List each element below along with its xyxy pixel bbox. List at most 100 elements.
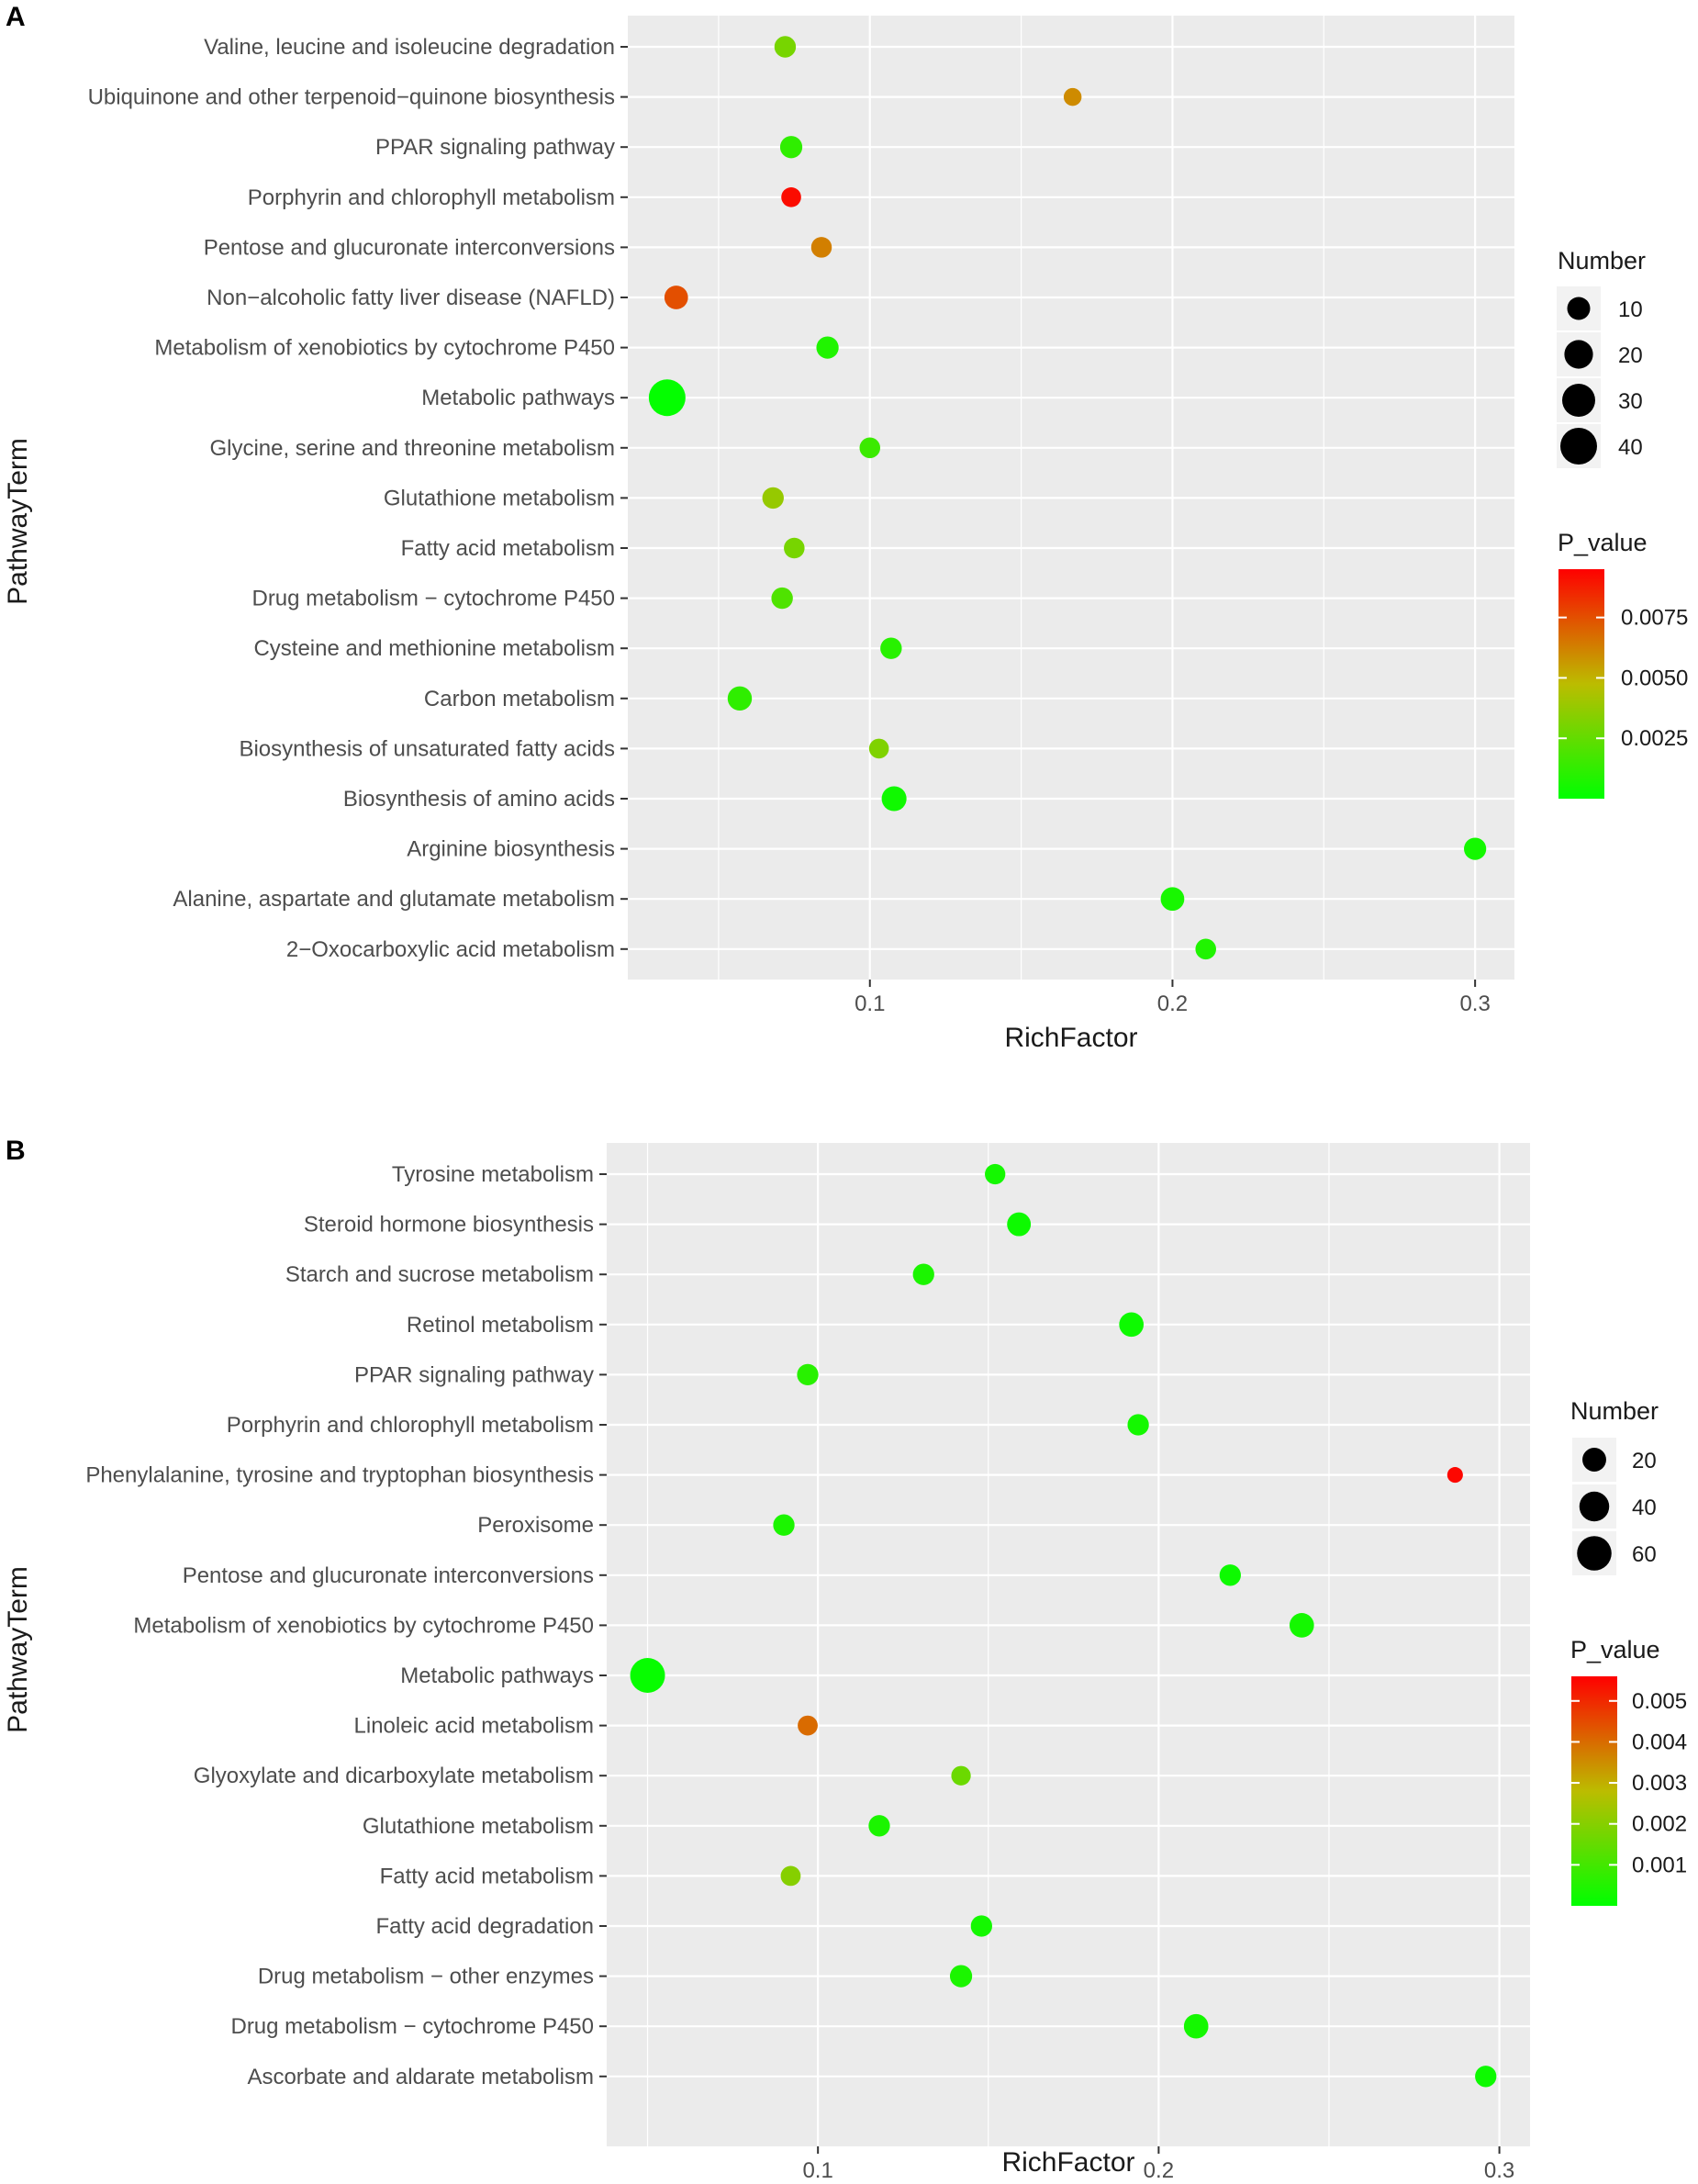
y-tick-label: Tyrosine metabolism — [392, 1162, 594, 1187]
data-point — [798, 1715, 818, 1736]
y-tick-label: Drug metabolism − cytochrome P450 — [230, 2014, 594, 2039]
x-tick-label: 0.2 — [1144, 2158, 1174, 2179]
data-point — [949, 1965, 973, 1988]
x-tick-label: 0.1 — [855, 991, 885, 1016]
x-tick-label: 0.3 — [1459, 991, 1490, 1016]
points-b — [630, 1163, 1497, 2088]
x-tick-label: 0.1 — [802, 2158, 832, 2179]
data-point — [779, 136, 803, 159]
data-point — [881, 786, 907, 812]
color-bar-b — [1571, 1676, 1617, 1906]
size-legend-label: 40 — [1618, 435, 1643, 460]
data-point — [1007, 1212, 1032, 1237]
y-tick-label: Arginine biosynthesis — [407, 837, 615, 862]
x-axis-title-a: RichFactor — [1004, 1023, 1137, 1053]
y-tick-label: Drug metabolism − other enzymes — [258, 1965, 594, 1989]
color-legend-b: P_value 0.001 0.002 0.003 0.004 0.005 — [1570, 1636, 1687, 1906]
color-legend-label: 0.005 — [1632, 1689, 1687, 1714]
data-point — [868, 738, 889, 759]
color-legend-label: 0.004 — [1632, 1730, 1687, 1754]
data-point — [1475, 2066, 1497, 2088]
y-tick-label: Metabolism of xenobiotics by cytochrome … — [133, 1613, 594, 1638]
data-point — [1160, 887, 1185, 912]
data-point — [774, 36, 797, 58]
data-point — [1119, 1312, 1145, 1338]
size-legend-dot — [1564, 340, 1593, 369]
y-tick-label: Carbon metabolism — [424, 687, 615, 711]
y-tick-label: PPAR signaling pathway — [354, 1362, 594, 1387]
plot-area-b — [607, 1143, 1530, 2146]
data-point — [1183, 2013, 1209, 2039]
color-legend-label: 0.003 — [1632, 1771, 1687, 1796]
data-point — [1447, 1467, 1463, 1484]
data-point — [780, 1865, 801, 1887]
data-point — [1195, 938, 1216, 960]
size-legend-dot — [1560, 428, 1597, 465]
color-legend-title-a: P_value — [1558, 529, 1648, 556]
y-tick-label: 2−Oxocarboxylic acid metabolism — [286, 937, 615, 962]
color-bar-a — [1558, 569, 1604, 799]
data-point — [762, 487, 784, 510]
data-point — [664, 286, 688, 309]
y-axis-title-a: PathwayTerm — [3, 438, 33, 605]
y-tick-label: Porphyrin and chlorophyll metabolism — [227, 1413, 594, 1438]
y-tick-label: Glycine, serine and threonine metabolism — [209, 436, 615, 461]
y-tick-labels-b: Tyrosine metabolism Steroid hormone biosy… — [85, 1162, 607, 2089]
y-tick-label: Starch and sucrose metabolism — [285, 1262, 594, 1287]
panel-b: B Tyrosine metabolism Steroid hormone bio… — [3, 1136, 1687, 2183]
y-tick-label: Biosynthesis of unsaturated fatty acids — [239, 736, 615, 761]
data-point — [773, 1514, 795, 1536]
y-tick-label: Ubiquinone and other terpenoid−quinone b… — [88, 85, 615, 110]
size-legend-label: 30 — [1618, 389, 1643, 414]
y-tick-label: Steroid hormone biosynthesis — [304, 1213, 594, 1238]
data-point — [630, 1658, 665, 1693]
x-tick-labels-b: 0.1 0.2 0.3 — [802, 2146, 1514, 2183]
y-tick-label: Ascorbate and aldarate metabolism — [247, 2065, 594, 2089]
grid-b — [607, 1143, 1530, 2146]
size-legend-dot — [1567, 297, 1591, 320]
y-tick-label: Glutathione metabolism — [384, 486, 615, 510]
y-tick-label: Valine, leucine and isoleucine degradati… — [204, 35, 615, 60]
y-tick-label: Fatty acid metabolism — [401, 536, 615, 561]
y-tick-labels-a: Valine, leucine and isoleucine degradati… — [88, 35, 628, 962]
color-legend-label: 0.002 — [1632, 1812, 1687, 1837]
y-tick-label: Phenylalanine, tyrosine and tryptophan b… — [85, 1463, 594, 1488]
y-tick-label: PPAR signaling pathway — [375, 135, 615, 160]
size-legend-dot — [1577, 1536, 1612, 1571]
y-tick-label: Non−alcoholic fatty liver disease (NAFLD… — [207, 286, 615, 310]
y-tick-label: Linoleic acid metabolism — [354, 1714, 594, 1739]
panel-a: A Valine, leucine and isoleucine degrada… — [3, 2, 1688, 1053]
y-tick-label: Drug metabolism − cytochrome P450 — [251, 587, 615, 611]
color-legend-label: 0.0025 — [1621, 726, 1688, 751]
data-point — [985, 1163, 1006, 1185]
y-tick-label: Biosynthesis of amino acids — [343, 787, 615, 812]
color-legend-title-b: P_value — [1570, 1636, 1660, 1663]
y-tick-label: Alanine, aspartate and glutamate metabol… — [173, 887, 615, 912]
data-point — [1289, 1613, 1314, 1638]
x-tick-label: 0.3 — [1484, 2158, 1514, 2179]
y-tick-label: Metabolism of xenobiotics by cytochrome … — [154, 336, 615, 361]
data-point — [771, 587, 793, 610]
x-tick-labels-a: 0.1 0.2 0.3 — [855, 980, 1491, 1016]
y-tick-label: Metabolic pathways — [421, 386, 615, 410]
y-tick-label: Retinol metabolism — [407, 1313, 594, 1338]
size-legend-a: Number 10 20 30 40 — [1557, 247, 1646, 468]
size-legend-label: 40 — [1632, 1495, 1657, 1520]
y-tick-label: Glyoxylate and dicarboxylate metabolism — [194, 1764, 594, 1788]
data-point — [970, 1915, 992, 1937]
size-legend-label: 60 — [1632, 1542, 1657, 1567]
data-point — [880, 637, 902, 659]
size-legend-dot — [1579, 1491, 1610, 1522]
size-legend-label: 10 — [1618, 297, 1643, 322]
size-legend-title-a: Number — [1558, 247, 1646, 274]
size-legend-b: Number 20 40 60 — [1570, 1397, 1659, 1575]
data-point — [781, 186, 801, 207]
data-point — [1219, 1564, 1241, 1586]
y-tick-label: Pentose and glucuronate interconversions — [204, 235, 615, 260]
data-point — [727, 686, 753, 711]
y-tick-label: Glutathione metabolism — [363, 1814, 594, 1839]
data-point — [1063, 87, 1082, 106]
data-point — [816, 336, 839, 359]
